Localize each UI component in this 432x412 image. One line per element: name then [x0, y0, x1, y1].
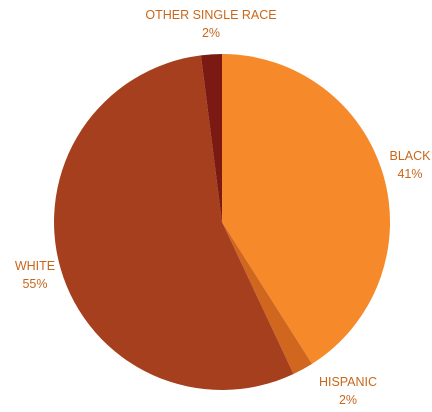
slice-label-white: WHITE — [15, 259, 55, 273]
slice-value-black: 41% — [397, 167, 422, 181]
slice-value-other-single-race: 2% — [202, 26, 220, 40]
pie-labels: BLACK 41% HISPANIC 2% WHITE 55% OTHER SINGLE R… — [15, 8, 431, 407]
slice-value-hispanic: 2% — [339, 393, 357, 407]
slice-value-white: 55% — [22, 277, 47, 291]
pie-slice-other-single-race — [200, 53, 222, 222]
slice-label-hispanic: HISPANIC — [319, 375, 377, 389]
slice-label-black: BLACK — [390, 149, 432, 163]
pie-slices — [54, 53, 391, 390]
pie-slice-hispanic — [222, 222, 313, 375]
pie-slice-black — [222, 53, 391, 364]
pie-slice-white — [54, 55, 294, 390]
slice-label-other-single-race: OTHER SINGLE RACE — [145, 8, 276, 22]
